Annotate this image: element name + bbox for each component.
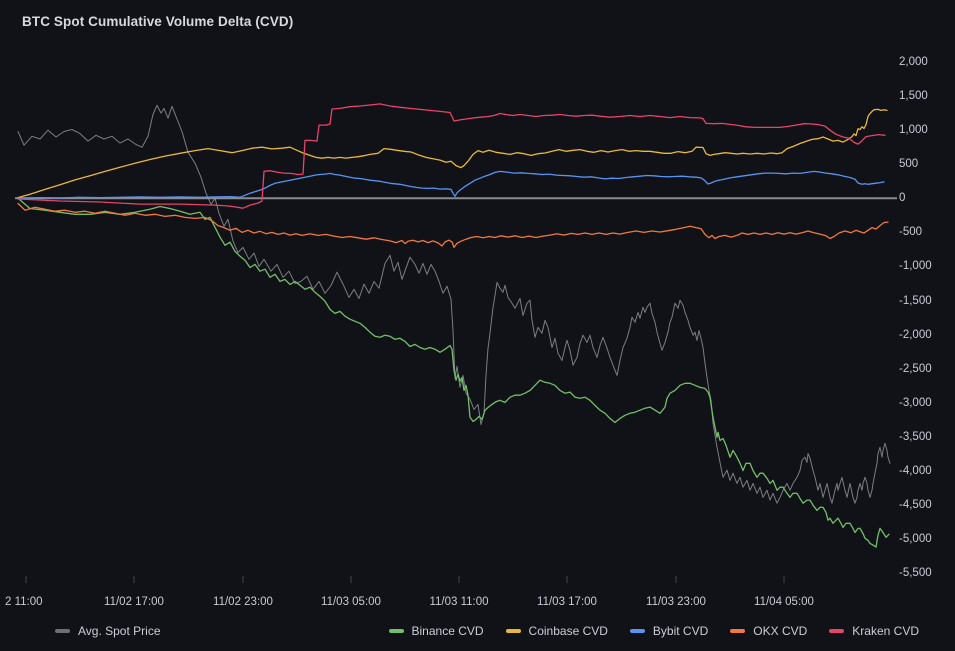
legend-right-group: Binance CVD Coinbase CVD Bybit CVD OKX CVD K… — [388, 624, 919, 638]
series-line-binance-cvd — [17, 197, 890, 548]
series-line-avg-spot-price — [17, 104, 891, 504]
legend-swatch-icon — [730, 629, 746, 633]
legend-item-label: OKX CVD — [753, 624, 808, 638]
legend-swatch-icon — [55, 629, 70, 633]
legend-item-label: Avg. Spot Price — [78, 624, 161, 638]
legend-swatch-icon — [388, 629, 404, 633]
panel-title: BTC Spot Cumulative Volume Delta (CVD) — [22, 14, 294, 29]
legend: Avg. Spot Price Binance CVD Coinbase CVD B… — [0, 617, 955, 645]
legend-left-group: Avg. Spot Price — [55, 624, 161, 638]
legend-item-label: Coinbase CVD — [528, 624, 608, 638]
legend-item-coinbase-cvd[interactable]: Coinbase CVD — [505, 624, 608, 638]
series-line-okx-cvd — [17, 202, 889, 249]
legend-swatch-icon — [505, 629, 521, 633]
series-line-kraken-cvd — [17, 103, 886, 209]
legend-item-label: Kraken CVD — [852, 624, 919, 638]
legend-item-binance-cvd[interactable]: Binance CVD — [388, 624, 484, 638]
legend-swatch-icon — [829, 629, 845, 633]
series-line-bybit-cvd — [17, 170, 885, 199]
legend-item-avg-spot-price[interactable]: Avg. Spot Price — [55, 624, 161, 638]
legend-item-label: Binance CVD — [411, 624, 484, 638]
legend-item-label: Bybit CVD — [652, 624, 709, 638]
legend-item-kraken-cvd[interactable]: Kraken CVD — [829, 624, 919, 638]
legend-item-bybit-cvd[interactable]: Bybit CVD — [629, 624, 709, 638]
series-line-coinbase-cvd — [17, 108, 888, 199]
legend-swatch-icon — [629, 629, 645, 633]
legend-item-okx-cvd[interactable]: OKX CVD — [730, 624, 807, 638]
